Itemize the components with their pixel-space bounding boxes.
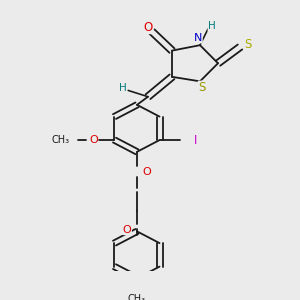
Text: O: O bbox=[89, 135, 98, 145]
Text: H: H bbox=[208, 21, 216, 31]
Text: H: H bbox=[119, 83, 127, 93]
Text: O: O bbox=[143, 21, 153, 34]
Text: O: O bbox=[142, 167, 152, 177]
Text: CH₃: CH₃ bbox=[51, 135, 70, 145]
Text: I: I bbox=[194, 134, 197, 147]
Text: O: O bbox=[123, 225, 131, 235]
Text: S: S bbox=[244, 38, 252, 51]
Text: CH₃: CH₃ bbox=[128, 294, 146, 300]
Text: N: N bbox=[194, 33, 202, 43]
Text: S: S bbox=[198, 81, 206, 94]
